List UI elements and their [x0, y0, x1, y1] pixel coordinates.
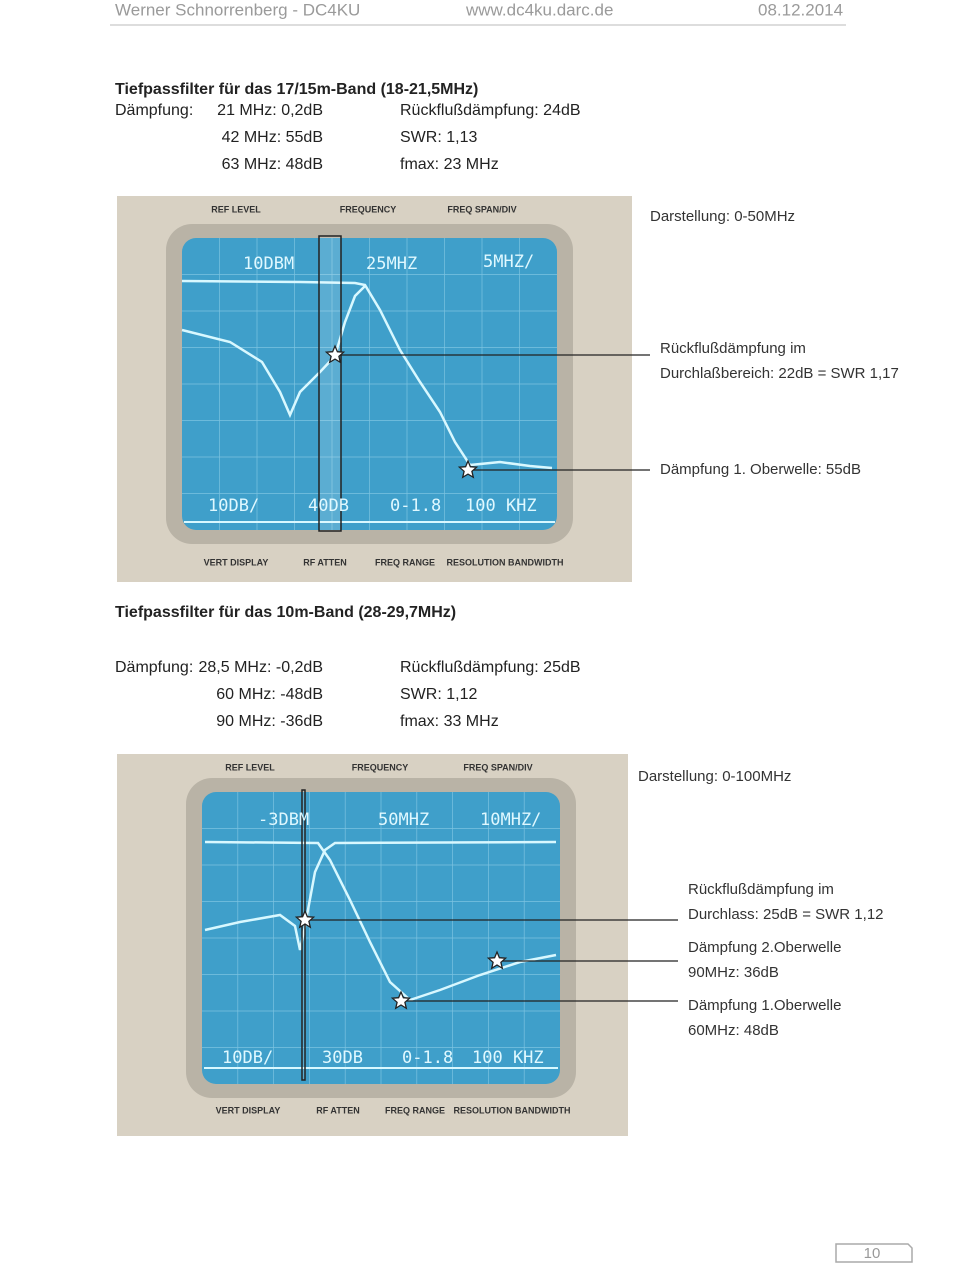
panel-label: FREQUENCY	[340, 204, 397, 214]
panel-label: RESOLUTION BANDWIDTH	[454, 1105, 571, 1115]
annotation: 90MHz: 36dB	[688, 964, 779, 981]
trace-response	[181, 279, 553, 470]
screen-readout: -3DBM	[258, 810, 309, 830]
trace-return-loss	[181, 285, 366, 419]
screen-readout: 10DB/	[222, 1048, 273, 1068]
spec-value: SWR: 1,13	[400, 129, 477, 146]
panel-label: FREQ SPAN/DIV	[463, 762, 532, 772]
panel-label: VERT DISPLAY	[216, 1105, 281, 1115]
screen-readout: 10DB/	[208, 496, 259, 516]
spec-label: Dämpfung:	[115, 102, 193, 119]
marker-star	[486, 950, 508, 970]
annotation: Dämpfung 1.Oberwelle	[688, 997, 841, 1014]
screen-readout: 25MHZ	[366, 254, 417, 274]
screen-readout: 5MHZ/	[483, 252, 534, 272]
spec-attenuation: 21 MHz: 0,2dB	[217, 102, 323, 119]
header-author: Werner Schnorrenberg - DC4KU	[115, 0, 360, 19]
panel-label: RESOLUTION BANDWIDTH	[447, 557, 564, 567]
panel-label: RF ATTEN	[303, 557, 347, 567]
trace-response	[204, 840, 557, 1002]
passband-marker	[301, 789, 306, 1081]
label-backdrop	[628, 760, 828, 794]
annotation: Dämpfung 2.Oberwelle	[688, 939, 841, 956]
spec-value: fmax: 23 MHz	[400, 156, 499, 173]
screen-readout: 100 KHZ	[465, 496, 537, 516]
screen-readout: 30DB	[322, 1048, 363, 1068]
page-number: 10	[864, 1245, 881, 1262]
spec-attenuation: 28,5 MHz: -0,2dB	[199, 659, 324, 676]
screen-readout: 10DBM	[243, 254, 294, 274]
spec-attenuation: 60 MHz: -48dB	[216, 686, 323, 703]
marker-star	[457, 459, 479, 479]
page-number-box	[835, 1243, 913, 1263]
screen-readout: 0-1.8	[390, 496, 441, 516]
screen-readout: 0-1.8	[402, 1048, 453, 1068]
screen-readout: 50MHZ	[378, 810, 429, 830]
spec-value: Rückflußdämpfung: 24dB	[400, 102, 581, 119]
panel-label: FREQ RANGE	[375, 557, 435, 567]
screen-readout: 40DB	[308, 496, 349, 516]
screen-readout: 10MHZ/	[480, 810, 541, 830]
annotation: Darstellung: 0-50MHz	[650, 208, 795, 225]
annotation: Durchlaßbereich: 22dB = SWR 1,17	[660, 365, 899, 382]
panel-label: FREQUENCY	[352, 762, 409, 772]
section-title: Tiefpassfilter für das 10m-Band (28-29,7…	[115, 604, 456, 621]
spec-attenuation: 90 MHz: -36dB	[216, 713, 323, 730]
screen-readout: 100 KHZ	[472, 1048, 544, 1068]
passband-marker	[318, 235, 342, 532]
annotation: Rückflußdämpfung im	[660, 340, 806, 357]
section-title: Tiefpassfilter für das 17/15m-Band (18-2…	[115, 81, 478, 98]
spec-value: Rückflußdämpfung: 25dB	[400, 659, 581, 676]
spec-value: SWR: 1,12	[400, 686, 477, 703]
marker-star	[390, 990, 412, 1010]
spec-attenuation: 63 MHz: 48dB	[222, 156, 323, 173]
marker-star	[324, 344, 346, 364]
spec-value: fmax: 33 MHz	[400, 713, 499, 730]
marker-star	[294, 909, 316, 929]
panel-label: FREQ SPAN/DIV	[447, 204, 516, 214]
annotation: Durchlass: 25dB = SWR 1,12	[688, 906, 884, 923]
panel-label: VERT DISPLAY	[204, 557, 269, 567]
panel-label: REF LEVEL	[225, 762, 275, 772]
annotation: Dämpfung 1. Oberwelle: 55dB	[660, 461, 861, 478]
spec-attenuation: 42 MHz: 55dB	[222, 129, 323, 146]
header-url: www.dc4ku.darc.de	[465, 0, 613, 19]
header-date: 08.12.2014	[758, 0, 843, 19]
panel-label: REF LEVEL	[211, 204, 261, 214]
annotation: Darstellung: 0-100MHz	[638, 768, 791, 785]
annotation: Rückflußdämpfung im	[688, 881, 834, 898]
panel-label: RF ATTEN	[316, 1105, 360, 1115]
spec-label: Dämpfung:	[115, 659, 193, 676]
panel-label: FREQ RANGE	[385, 1105, 445, 1115]
annotation: 60MHz: 48dB	[688, 1022, 779, 1039]
